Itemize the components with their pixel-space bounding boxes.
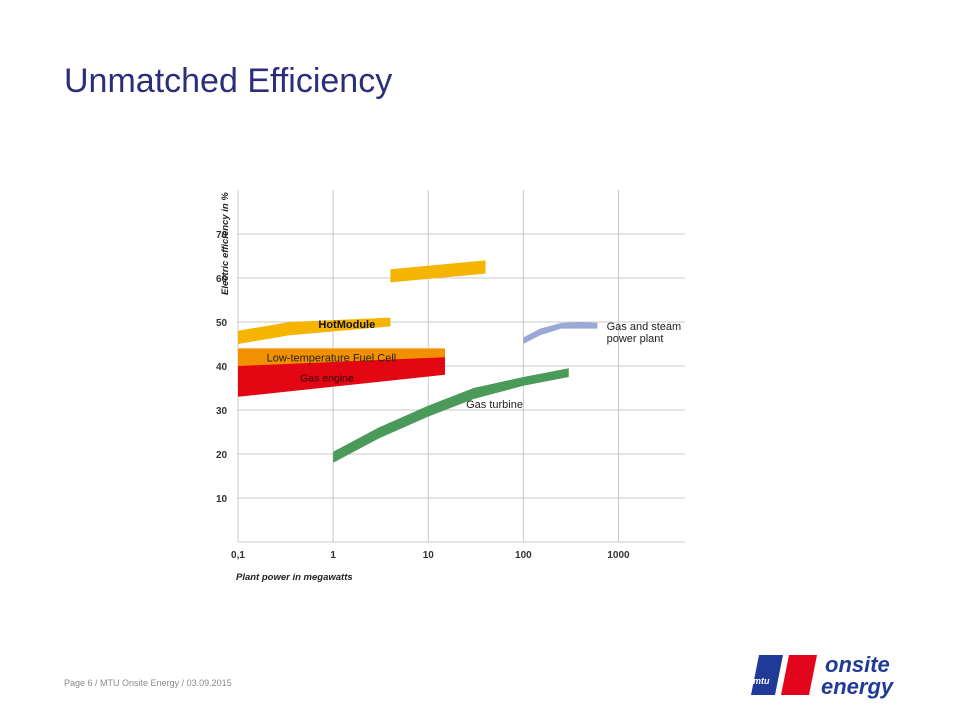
- series-band-gas-and-steam-power-plant: [523, 322, 598, 344]
- x-tick-label: 0,1: [231, 550, 245, 561]
- logo-line1: onsite: [825, 652, 890, 677]
- chart-grid: [237, 190, 685, 543]
- logo-mtu-text: mtu: [753, 676, 770, 686]
- series-annotation: HotModule: [318, 319, 375, 331]
- x-tick-label: 1000: [607, 550, 630, 561]
- chart-annotations: HotModule Low-temperature Fuel Cell Gas en…: [267, 319, 682, 411]
- x-tick-label: 100: [515, 550, 532, 561]
- y-tick-label: 70: [216, 230, 228, 241]
- y-axis-label: Electric efficiency in %: [220, 192, 231, 295]
- series-band-hotmodule: [238, 260, 486, 344]
- footer: Page 6 / MTU Onsite Energy / 03.09.2015: [64, 678, 232, 688]
- series-band-gas-engine: [238, 357, 446, 397]
- mtu-onsite-energy-logo: mtu onsite energy: [751, 652, 895, 699]
- chart-ticks: 10 20 30 40 50 60 70 0,1 1 10 100 1000: [216, 230, 630, 561]
- y-tick-label: 60: [216, 274, 228, 285]
- series-annotation: Gas engine: [300, 372, 354, 384]
- y-tick-label: 50: [216, 318, 228, 329]
- series-annotation: Gas turbine: [466, 399, 523, 411]
- x-tick-label: 1: [330, 550, 336, 561]
- y-tick-label: 40: [216, 362, 228, 373]
- logo-blue-parallelogram: [751, 655, 783, 695]
- footer-date: 03.09.2015: [186, 678, 232, 688]
- logo-line2: energy: [821, 674, 895, 699]
- series-annotation: Gas and steam: [607, 321, 682, 333]
- y-tick-label: 30: [216, 406, 228, 417]
- x-tick-label: 10: [423, 550, 435, 561]
- x-axis-label: Plant power in megawatts: [236, 572, 353, 583]
- footer-company: MTU Onsite Energy: [100, 678, 180, 688]
- slide-title: Unmatched Efficiency: [64, 62, 393, 100]
- chart-series: [238, 260, 598, 463]
- series-annotation: Low-temperature Fuel Cell: [267, 353, 397, 365]
- series-band-gas-turbine: [333, 368, 569, 463]
- footer-page: Page 6: [64, 678, 93, 688]
- logo-red-parallelogram: [781, 655, 817, 695]
- y-tick-label: 20: [216, 450, 228, 461]
- efficiency-chart: 10 20 30 40 50 60 70 0,1 1 10 100 1000 HotModule Low…: [216, 190, 685, 583]
- series-annotation: power plant: [607, 333, 664, 345]
- y-tick-label: 10: [216, 494, 228, 505]
